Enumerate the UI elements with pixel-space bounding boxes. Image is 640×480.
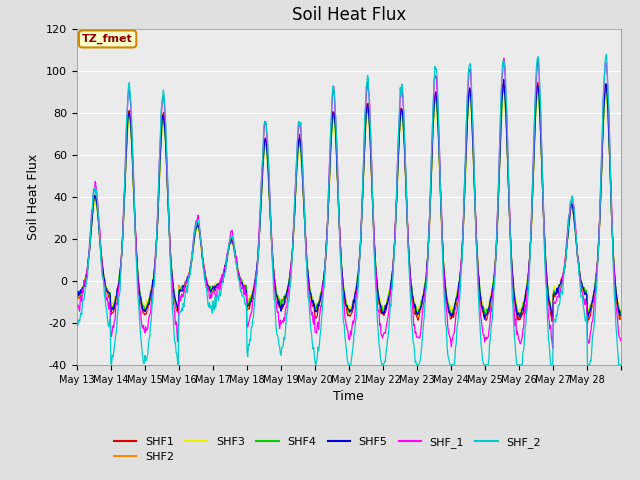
SHF_1 <box>435 139 443 144</box>
SHF1 <box>534 79 541 85</box>
SHF2 <box>405 248 413 253</box>
SHF_1 <box>284 292 292 298</box>
SHF_1 <box>500 55 508 61</box>
SHF_2 <box>138 340 145 346</box>
Title: Soil Heat Flux: Soil Heat Flux <box>292 6 406 24</box>
SHF4 <box>534 83 541 88</box>
SHF1 <box>405 248 413 253</box>
SHF4 <box>405 246 413 252</box>
SHF3 <box>617 307 625 313</box>
SHF3 <box>284 281 292 287</box>
Line: SHF5: SHF5 <box>77 80 621 319</box>
SHF_2 <box>108 362 115 368</box>
SHF_2 <box>237 287 245 293</box>
SHF_2 <box>406 276 413 282</box>
SHF4 <box>447 313 455 319</box>
SHF5 <box>435 150 443 156</box>
SHF_1 <box>137 310 145 315</box>
SHF4 <box>264 156 271 162</box>
Line: SHF4: SHF4 <box>77 85 621 316</box>
SHF5 <box>137 294 145 300</box>
Y-axis label: Soil Heat Flux: Soil Heat Flux <box>28 154 40 240</box>
SHF_1 <box>264 144 271 150</box>
SHF2 <box>500 84 508 90</box>
SHF4 <box>617 308 625 314</box>
SHF1 <box>73 292 81 298</box>
SHF5 <box>481 316 488 322</box>
SHF5 <box>73 292 81 298</box>
SHF_1 <box>549 346 557 351</box>
SHF_2 <box>73 316 81 322</box>
SHF3 <box>264 163 271 169</box>
Line: SHF_2: SHF_2 <box>77 54 621 365</box>
SHF4 <box>435 151 443 157</box>
SHF2 <box>284 285 292 290</box>
SHF5 <box>500 77 508 83</box>
Line: SHF3: SHF3 <box>77 91 621 313</box>
SHF1 <box>137 297 145 302</box>
SHF5 <box>237 280 244 286</box>
SHF2 <box>264 161 271 167</box>
Line: SHF1: SHF1 <box>77 82 621 324</box>
SHF_1 <box>405 252 413 258</box>
SHF2 <box>617 315 625 321</box>
SHF5 <box>264 156 271 161</box>
SHF2 <box>435 156 443 162</box>
SHF2 <box>237 276 244 282</box>
SHF1 <box>617 316 625 322</box>
SHF3 <box>405 250 413 255</box>
SHF_2 <box>285 299 292 305</box>
SHF3 <box>481 310 489 316</box>
SHF4 <box>73 292 81 298</box>
SHF2 <box>137 295 145 301</box>
Text: TZ_fmet: TZ_fmet <box>82 34 133 44</box>
SHF_2 <box>264 156 272 162</box>
SHF5 <box>617 312 625 318</box>
Legend: SHF1, SHF2, SHF3, SHF4, SHF5, SHF_1, SHF_2: SHF1, SHF2, SHF3, SHF4, SHF5, SHF_1, SHF… <box>109 432 545 467</box>
Line: SHF2: SHF2 <box>77 87 621 318</box>
SHF_1 <box>73 305 81 311</box>
SHF_1 <box>617 338 625 344</box>
X-axis label: Time: Time <box>333 390 364 403</box>
SHF1 <box>435 152 443 157</box>
SHF_2 <box>617 362 625 368</box>
Line: SHF_1: SHF_1 <box>77 58 621 348</box>
SHF1 <box>584 321 591 326</box>
SHF2 <box>73 294 81 300</box>
SHF4 <box>284 282 292 288</box>
SHF1 <box>264 157 271 163</box>
SHF5 <box>284 284 292 290</box>
SHF3 <box>237 277 244 283</box>
SHF_2 <box>603 51 611 57</box>
SHF_1 <box>237 283 244 289</box>
SHF5 <box>405 248 413 253</box>
SHF4 <box>137 294 145 300</box>
SHF3 <box>73 288 81 294</box>
SHF3 <box>435 159 443 165</box>
SHF1 <box>284 287 292 293</box>
SHF1 <box>237 278 244 284</box>
SHF4 <box>237 275 244 281</box>
SHF3 <box>500 88 508 94</box>
SHF3 <box>137 294 145 300</box>
SHF_2 <box>436 168 444 173</box>
